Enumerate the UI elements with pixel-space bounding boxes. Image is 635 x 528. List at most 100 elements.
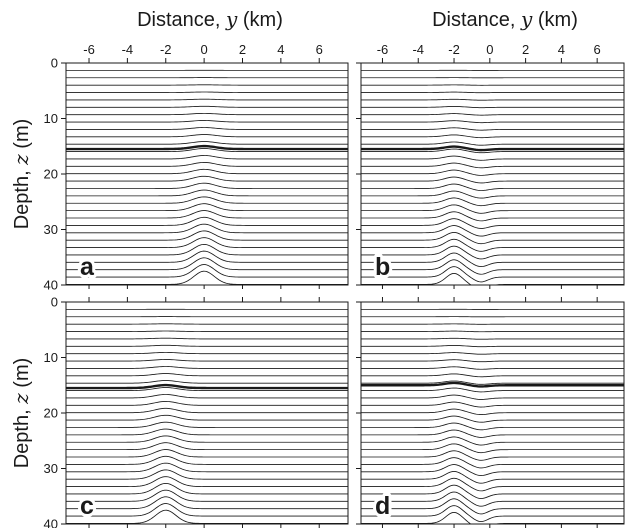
panel-b-xtick-label: 4 [558, 42, 565, 57]
panel-a-contours [66, 69, 348, 285]
panel-c-contour-line [66, 509, 348, 524]
panel-c-contour-line [66, 428, 348, 436]
panel-c-contour-line [66, 442, 348, 451]
panel-d-contour-line [361, 366, 624, 370]
panel-a-contour-line [66, 203, 348, 212]
panel-d-contour-line [361, 505, 624, 523]
panel-a-contour-line [66, 134, 348, 138]
panel-b-xtick-label: -6 [377, 42, 389, 57]
panel-c-contour-line [66, 401, 348, 406]
panel-b-contours [361, 69, 624, 285]
panel-c-ytick-label: 0 [51, 295, 58, 310]
panel-c-contour-line [66, 337, 348, 340]
panel-a-ytick-label: 10 [44, 111, 58, 126]
x-axis-title-left: Distance, y (km) [137, 7, 283, 31]
panel-c-contours [66, 308, 348, 524]
panel-a-contour-line [66, 230, 348, 241]
panel-c-contour-line [66, 380, 348, 384]
panel-d-contour-line [361, 415, 624, 423]
y-axis-title-bottom-var: z [9, 393, 33, 405]
x-axis-title-right-var: y [520, 7, 533, 31]
panel-d-contour-line [361, 464, 624, 476]
panel-b-letter: b [375, 253, 390, 281]
panel-d-contour-line [361, 408, 624, 416]
panel-a-contour-line [66, 264, 348, 278]
panel-c-contour-line [66, 344, 348, 347]
panel-d-contour-line [361, 450, 624, 461]
x-axis-title-left-suffix: (km) [237, 9, 283, 31]
panel-b-xtick-label: 2 [522, 42, 529, 57]
panel-b-contour-line [361, 190, 624, 199]
x-axis-title-left-prefix: Distance, [137, 9, 226, 31]
panel-d-contour-line [361, 491, 624, 507]
panel-c-contour-line [66, 449, 348, 458]
panel-a-letter-halo: a [80, 253, 95, 281]
panel-c-contour-line [66, 482, 348, 495]
panel-c-contour-line [66, 407, 348, 414]
panel-a-ytick-label: 20 [44, 167, 58, 182]
y-axis-title-top-prefix: Depth, [11, 165, 33, 229]
panel-a-contour-line [66, 257, 348, 271]
panel-d-contour-line [361, 352, 624, 355]
panel-d-letter-halo: d [375, 492, 390, 520]
panel-b-contour-line [361, 120, 624, 124]
panel-b-letter-halo: b [375, 253, 390, 281]
panel-a-contour-line [66, 223, 348, 234]
panel-a-contour-line [66, 189, 348, 197]
panel-a-contour-line [66, 141, 348, 145]
panel-c-contour-line [66, 503, 348, 517]
panel-d-contour-line [361, 422, 624, 431]
panel-c-highlight-contour [66, 383, 348, 390]
panel-b-contour-line [361, 141, 624, 146]
panel-b-contour-line [361, 169, 624, 176]
panel-b-contour-line [361, 148, 624, 154]
panel-b-contour-line [361, 106, 624, 109]
panel-b-contour-line [361, 197, 624, 207]
panel-a-contour-line [66, 127, 348, 130]
panel-d-contour-line [361, 394, 624, 400]
panel-b-contour-line [361, 273, 624, 285]
panel-c-contour-line [66, 421, 348, 428]
panel-b-contour-line [361, 155, 624, 161]
panel-d-highlight-contour [361, 381, 624, 388]
panel-b-contour-line [361, 259, 624, 275]
y-axis-title-top: Depth, z (m) [9, 119, 33, 230]
panel-a-ytick-label: 0 [51, 56, 58, 71]
panel-d-contour-line [361, 498, 624, 515]
panel-c-ytick-label: 40 [44, 517, 58, 528]
panel-c-contour-line [66, 366, 348, 369]
panel-a-ytick-label: 40 [44, 278, 58, 293]
panel-c-contour-line [66, 435, 348, 443]
panel-c-contour-line [66, 414, 348, 421]
panel-b-contour-line [361, 127, 624, 131]
panel-b-contour-line [361, 245, 624, 260]
panel-b-contour-line [361, 218, 624, 229]
panel-b-xtick-label: -4 [412, 42, 424, 57]
panel-c-contour-line [66, 394, 348, 399]
panel-d-contour-line [361, 436, 624, 446]
panel-d-letter: d [375, 492, 390, 520]
panel-b-contour-line [361, 176, 624, 184]
panel-d-contour-line [361, 484, 624, 499]
panel-c-contour-line [66, 462, 348, 473]
panel-a-contour-line [66, 120, 348, 123]
panel-b-contour-line [361, 232, 624, 245]
panel-d-contour-line [361, 512, 624, 524]
panel-b-contour-line [361, 238, 624, 252]
panel-d: dd [356, 297, 625, 528]
panel-d-contour-line [361, 373, 624, 378]
panel-a-contour-line [66, 91, 348, 93]
panel-d-contours [361, 308, 624, 524]
panel-b-contour-line [361, 252, 624, 268]
panel-b-contour-line [361, 266, 624, 283]
panel-a-contour-line [66, 250, 348, 263]
panel-c-contour-line [66, 489, 348, 502]
panel-d-contour-line [361, 387, 624, 393]
panel-d-contour-line [361, 457, 624, 469]
panel-b-xtick-label: -2 [448, 42, 460, 57]
y-axis-title-bottom-suffix: (m) [11, 358, 33, 394]
panel-b-contour-line [361, 183, 624, 191]
